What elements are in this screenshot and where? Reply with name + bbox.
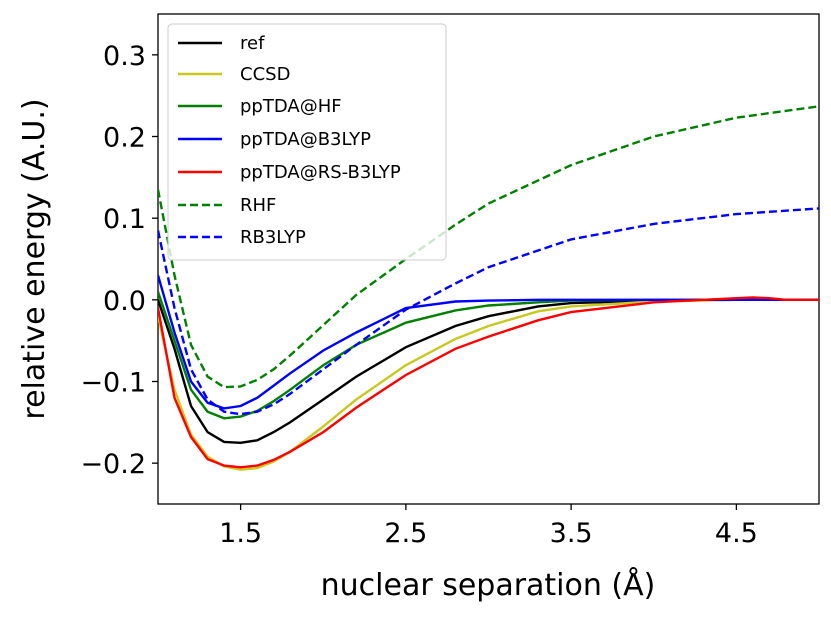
legend-label-pptda-hf: ppTDA@HF xyxy=(240,96,342,117)
y-tick-label: 0.3 xyxy=(103,41,146,72)
y-tick-label: 0.1 xyxy=(103,204,146,235)
x-axis: 1.5 2.5 3.5 4.5 xyxy=(219,504,758,549)
x-tick-label: 4.5 xyxy=(715,518,758,549)
y-axis: −0.2 −0.1 0.0 0.1 0.2 0.3 xyxy=(80,41,158,480)
x-tick-label: 3.5 xyxy=(550,518,593,549)
y-tick-label: 0.2 xyxy=(103,123,146,154)
legend-label-ccsd: CCSD xyxy=(240,64,290,85)
x-tick-label: 2.5 xyxy=(384,518,427,549)
series-line-pptda-rs-b3lyp xyxy=(158,296,819,469)
y-tick-label: 0.0 xyxy=(103,286,146,317)
x-axis-label: nuclear separation (Å) xyxy=(321,567,656,603)
series-line-rhf xyxy=(158,105,819,389)
legend-label-pptda-b3lyp: ppTDA@B3LYP xyxy=(240,129,371,150)
legend-label-pptda-rs-b3lyp: ppTDA@RS-B3LYP xyxy=(240,162,401,183)
legend: ref CCSD ppTDA@HF ppTDA@B3LYP ppTDA@RS-B… xyxy=(167,23,447,261)
series-line-rb3lyp xyxy=(158,207,819,416)
legend-box xyxy=(167,23,447,261)
y-tick-label: −0.1 xyxy=(80,368,146,399)
series-line-ccsd xyxy=(158,298,819,471)
series-line-pptda-b3lyp xyxy=(158,274,819,410)
legend-label-ref: ref xyxy=(240,33,265,54)
y-tick-label: −0.2 xyxy=(80,449,146,480)
legend-label-rhf: RHF xyxy=(240,195,276,216)
y-axis-label: relative energy (A.U.) xyxy=(17,98,52,419)
legend-label-rb3lyp: RB3LYP xyxy=(240,227,306,248)
series-line-ref xyxy=(158,298,819,445)
x-tick-label: 1.5 xyxy=(219,518,262,549)
